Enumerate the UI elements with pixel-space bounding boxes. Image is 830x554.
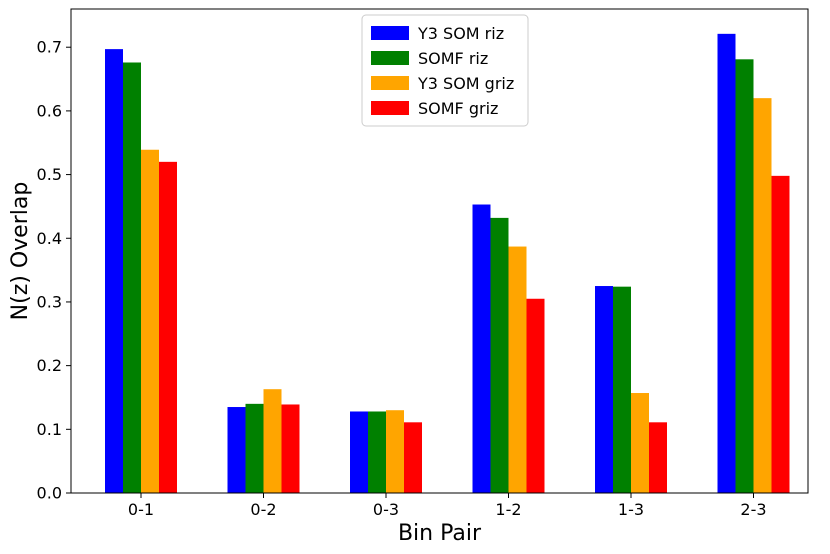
bar-0-2-series-2	[263, 389, 282, 493]
y-tick-label: 0.1	[37, 420, 62, 439]
x-axis-title: Bin Pair	[398, 521, 482, 546]
bar-0-1-series-0	[105, 49, 123, 493]
bar-1-2-series-3	[526, 298, 545, 493]
legend-swatch-1	[371, 51, 409, 65]
bar-1-3-series-3	[649, 422, 667, 493]
legend-label-1: SOMF riz	[418, 49, 488, 68]
bar-0-2-series-1	[245, 403, 264, 493]
legend-frame	[361, 14, 529, 127]
x-tick-label: 0-3	[373, 500, 399, 519]
bar-0-3-series-1	[368, 411, 386, 493]
bar-2-3-series-1	[735, 59, 754, 494]
legend-swatch-0	[371, 26, 409, 40]
legend-label-2: Y3 SOM griz	[417, 74, 514, 93]
axes-group: 0.0 0.1 0.2 0.3 0.4 0.5 0.6 0.7 0-1 0-2 0-3 1-2 1-3 2…	[8, 8, 809, 546]
legend-label-0: Y3 SOM riz	[417, 24, 504, 43]
y-axis-title: N(z) Overlap	[8, 182, 33, 321]
bar-0-3-series-0	[350, 411, 368, 493]
y-tick-label: 0.4	[37, 229, 62, 248]
bar-1-2-series-0	[472, 204, 491, 493]
x-tick-label: 0-1	[128, 500, 154, 519]
bar-0-1-series-2	[141, 149, 159, 493]
y-tick-label: 0.2	[37, 356, 62, 375]
bar-0-1-series-1	[123, 62, 141, 493]
bar-0-3-series-2	[386, 410, 404, 493]
y-tick-label: 0.7	[37, 38, 62, 57]
legend-swatch-3	[371, 101, 409, 115]
y-tick-label: 0.5	[37, 165, 62, 184]
bars-group	[105, 33, 790, 494]
bar-0-3-series-3	[404, 422, 422, 493]
plot-frame	[70, 8, 809, 494]
bar-1-2-series-2	[508, 246, 527, 493]
y-tick-label: 0.6	[37, 101, 62, 120]
bar-0-2-series-3	[281, 404, 300, 493]
x-tick-label: 2-3	[740, 500, 766, 519]
bar-1-3-series-0	[595, 286, 613, 493]
bar-1-3-series-2	[631, 393, 649, 493]
bar-2-3-series-3	[771, 175, 790, 493]
x-tick-label: 0-2	[250, 500, 276, 519]
legend-label-3: SOMF griz	[418, 99, 498, 118]
bar-0-2-series-0	[227, 407, 246, 493]
x-tick-label: 1-2	[495, 500, 521, 519]
y-tick-label: 0.0	[37, 484, 62, 503]
bar-1-2-series-1	[490, 217, 509, 493]
bar-1-3-series-1	[613, 286, 631, 493]
bar-2-3-series-0	[717, 33, 736, 493]
bar-0-1-series-3	[159, 161, 177, 493]
bar-2-3-series-2	[753, 98, 772, 493]
legend-swatch-2	[371, 76, 409, 90]
legend: Y3 SOM riz SOMF riz Y3 SOM griz SOMF griz	[361, 14, 529, 127]
x-tick-label: 1-3	[618, 500, 644, 519]
y-tick-label: 0.3	[37, 292, 62, 311]
